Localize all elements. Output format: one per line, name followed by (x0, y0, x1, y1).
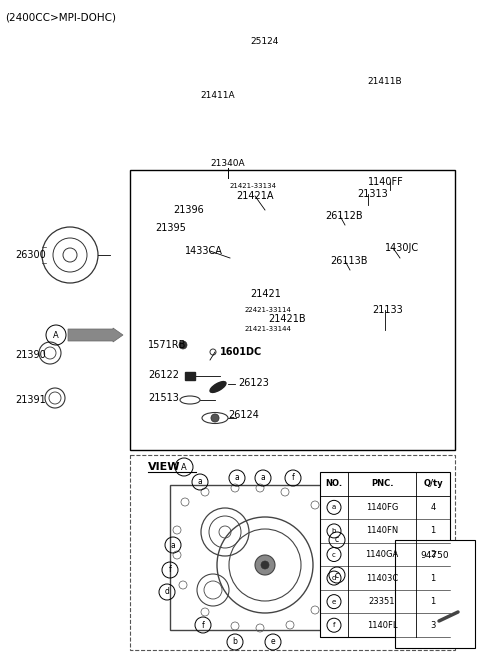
Text: 2: 2 (431, 550, 436, 559)
Circle shape (211, 414, 219, 422)
Text: 1: 1 (431, 574, 436, 582)
Circle shape (179, 341, 187, 349)
Text: 26113B: 26113B (330, 256, 368, 266)
Text: f: f (168, 565, 171, 574)
Text: 21421-33134: 21421-33134 (230, 183, 277, 189)
Text: 21513: 21513 (148, 393, 179, 403)
Text: a: a (235, 474, 240, 483)
Text: PNC.: PNC. (371, 479, 393, 488)
Text: 1140FN: 1140FN (366, 527, 398, 535)
Text: 1140GA: 1140GA (365, 550, 398, 559)
Bar (320, 472, 450, 637)
Bar (130, 170, 455, 450)
Text: e: e (271, 637, 276, 646)
Text: 26122: 26122 (148, 370, 179, 380)
Text: b: b (332, 528, 336, 534)
Text: 21421B: 21421B (268, 314, 306, 324)
Text: 26300: 26300 (15, 250, 46, 260)
Text: 1: 1 (431, 597, 436, 606)
Text: VIEW: VIEW (148, 462, 180, 472)
Text: A: A (181, 462, 187, 472)
Text: 94750: 94750 (420, 550, 449, 559)
Text: 21340A: 21340A (211, 159, 245, 168)
Text: 21313: 21313 (357, 189, 388, 199)
Text: 1140FL: 1140FL (367, 621, 397, 629)
Text: 25124: 25124 (251, 37, 279, 47)
Text: 1433CA: 1433CA (185, 246, 223, 256)
Text: f: f (202, 620, 204, 629)
Text: 4: 4 (431, 503, 436, 512)
Text: 21395: 21395 (155, 223, 186, 233)
Text: 21411A: 21411A (201, 90, 235, 100)
Text: 21421-33144: 21421-33144 (245, 326, 292, 332)
Text: 21396: 21396 (173, 205, 204, 215)
Text: 1140FG: 1140FG (366, 503, 398, 512)
Text: 21391: 21391 (15, 395, 46, 405)
Text: a: a (261, 474, 265, 483)
Text: 21421A: 21421A (236, 191, 274, 201)
Text: c: c (335, 536, 339, 544)
Text: 26112B: 26112B (325, 211, 362, 221)
Circle shape (255, 555, 275, 575)
Text: f: f (292, 474, 294, 483)
Text: e: e (332, 599, 336, 605)
Text: 1601DC: 1601DC (220, 347, 262, 357)
Text: a: a (332, 504, 336, 510)
Text: 1: 1 (431, 527, 436, 535)
Text: NO.: NO. (325, 479, 343, 488)
Text: c: c (332, 552, 336, 557)
Text: Q/ty: Q/ty (423, 479, 443, 488)
Text: 3: 3 (430, 621, 436, 629)
Text: 21390: 21390 (15, 350, 46, 360)
Bar (395, 540, 475, 648)
Text: 1430JC: 1430JC (385, 243, 419, 253)
Circle shape (261, 561, 269, 569)
Text: 23351: 23351 (369, 597, 395, 606)
Text: 26124: 26124 (228, 410, 259, 420)
Text: c: c (335, 571, 339, 580)
Text: a: a (170, 540, 175, 550)
Text: 22421-33114: 22421-33114 (245, 307, 292, 313)
Text: A: A (53, 331, 59, 339)
Text: 11403C: 11403C (366, 574, 398, 582)
Text: (2400CC>MPI-DOHC): (2400CC>MPI-DOHC) (5, 13, 116, 23)
Text: f: f (333, 622, 335, 628)
Bar (130, 455, 455, 650)
Text: d: d (332, 575, 336, 581)
FancyArrow shape (68, 328, 123, 342)
Text: 26123: 26123 (238, 378, 269, 388)
Text: 1140FF: 1140FF (368, 177, 404, 187)
Text: d: d (165, 588, 169, 597)
Text: a: a (198, 477, 203, 487)
Bar (185, 372, 195, 380)
Text: 1571RB: 1571RB (148, 340, 186, 350)
Ellipse shape (210, 382, 226, 392)
Text: 21421: 21421 (250, 289, 281, 299)
Text: 21411B: 21411B (368, 77, 402, 86)
Text: 21133: 21133 (372, 305, 403, 315)
Bar (170, 485, 340, 630)
Text: b: b (233, 637, 238, 646)
